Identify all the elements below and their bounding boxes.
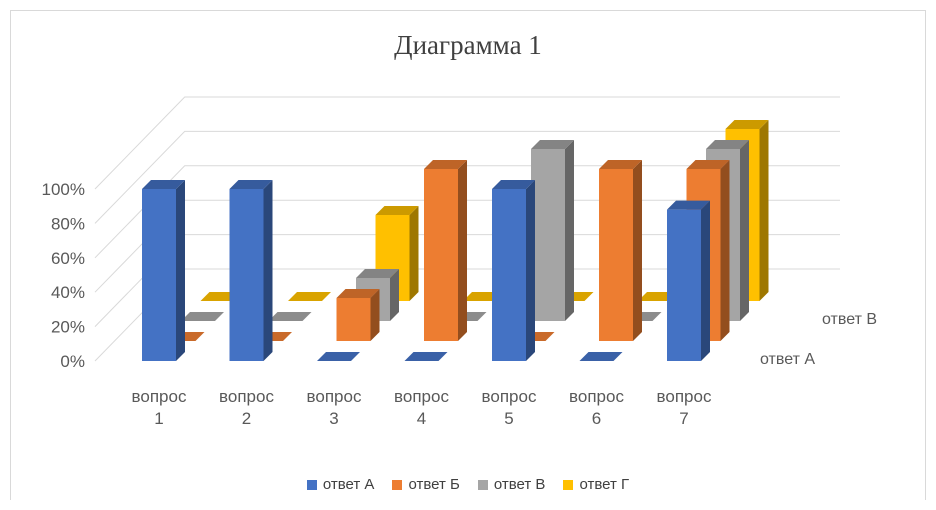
bar-side [409,206,419,301]
y-tick-label: 80% [51,214,85,233]
x-category-label: вопрос [657,387,712,406]
bar-side [458,160,467,341]
bar-zero [579,352,623,361]
bar-zero [268,312,312,321]
bar-side [176,180,185,361]
bar [599,169,633,341]
chart-plot: 0% 20% 40% 60% 80% 100% вопрос 1 вопрос 2 вопрос 3 в… [42,96,877,428]
legend-label: ответ Г [579,476,630,493]
bar-side [370,289,380,341]
x-category-label: 3 [329,409,338,428]
chart-title: Диаграмма 1 [394,30,542,60]
x-category-label: вопрос [482,387,537,406]
bar-top [686,160,730,169]
chart-frame-left [10,10,11,500]
y-tick-label: 20% [51,318,85,337]
bar-top [229,180,273,189]
bar-top [531,140,574,149]
x-category-label: 1 [154,409,163,428]
chart-legend: ответ А ответ Б ответ В ответ Г [0,476,936,493]
bar-side [720,160,730,341]
bar [531,149,565,321]
bar-side [759,120,769,301]
x-category-label: 2 [242,409,251,428]
legend-label: ответ Б [408,476,460,493]
legend-label: ответ А [322,476,375,493]
bar-top [492,180,535,189]
bar-top [725,120,769,129]
bar-top [336,289,380,298]
x-category-label: вопрос [394,387,449,406]
bar-side [565,140,574,321]
legend-swatch [477,479,488,490]
y-tick-label: 60% [51,249,85,268]
bar [229,189,264,361]
chart-frame-top [10,10,926,11]
bar-zero [181,312,224,321]
legend-label: ответ В [493,476,546,493]
gridline [94,130,840,224]
gridline [94,96,840,190]
bar-zero [404,352,448,361]
bar [492,189,526,361]
bar [667,209,701,361]
y-tick-label: 0% [60,352,85,371]
bar-side [390,269,399,321]
x-category-label: вопрос [132,387,187,406]
x-category-label: вопрос [219,387,274,406]
bar-side [526,180,535,361]
bar-side [633,160,642,341]
bar-top [667,200,710,210]
legend-swatch [563,479,574,490]
bar [142,189,176,361]
bar-top [424,160,467,169]
x-category-label: вопрос [569,387,624,406]
depth-label: ответ А [760,351,815,368]
bar [336,298,371,341]
chart-frame-right [925,10,926,500]
x-category-label: 5 [504,409,513,428]
bar-side [701,200,710,361]
bar-top [599,160,642,169]
legend-item: ответ В [477,476,546,493]
bar-side [263,180,273,361]
x-category-label: 7 [679,409,688,428]
x-category-label: 6 [592,409,601,428]
legend-item: ответ Г [563,476,629,493]
bar-top [142,180,185,189]
y-tick-label: 100% [42,180,85,199]
bar-zero [317,352,360,361]
bar-top [706,140,749,149]
x-category-label: 4 [417,409,426,428]
legend-swatch [392,479,403,490]
bar-top [375,206,419,215]
bar-top [356,269,399,278]
bar-zero [288,292,331,301]
y-tick-label: 40% [51,283,85,302]
bar [424,169,458,341]
depth-label: ответ В [822,311,877,328]
legend-item: ответ Б [392,476,460,493]
x-category-label: вопрос [307,387,362,406]
bar-side [740,140,749,321]
legend-swatch [306,479,317,490]
legend-item: ответ А [306,476,375,493]
